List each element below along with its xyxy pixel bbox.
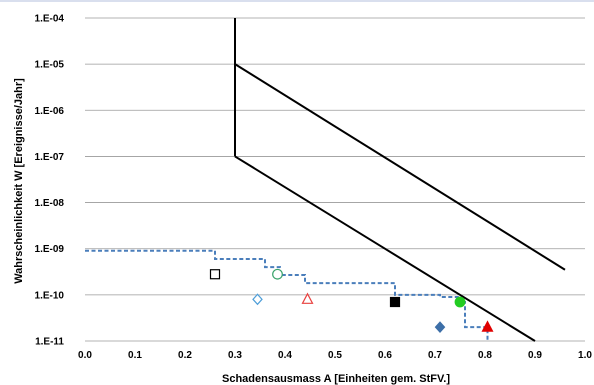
x-tick-label: 0.3 [228, 350, 242, 361]
point-square-open [209, 269, 221, 280]
x-axis-title: Schadensausmass A [Einheiten gem. StFV.] [222, 373, 450, 385]
y-tick-label: 1.E-10 [35, 290, 65, 301]
cumulative-curve [85, 249, 489, 341]
y-axis-title: Wahrscheinlichkeit W [Ereignisse/Jahr] [13, 78, 25, 284]
point-circle-filled [454, 296, 466, 308]
y-tick-label: 1.E-05 [35, 60, 65, 71]
x-tick-label: 0.2 [178, 350, 192, 361]
x-tick-label: 0.1 [128, 350, 142, 361]
y-tick-label: 1.E-09 [35, 244, 65, 255]
x-tick-labels: 0.0 0.1 0.2 0.3 0.4 0.5 0.6 0.7 0.8 0.9 1.0 [78, 350, 592, 361]
y-tick-label: 1.E-04 [35, 14, 65, 25]
x-tick-label: 0.0 [78, 350, 92, 361]
y-tick-label: 1.E-08 [35, 198, 65, 209]
criteria-lower-line [234, 155, 536, 342]
point-triangle-open [301, 292, 314, 304]
y-tick-label: 1.E-11 [35, 337, 64, 348]
criteria-upper-line [234, 63, 566, 271]
point-square-filled [389, 296, 401, 308]
point-diamond-filled [434, 321, 446, 334]
point-circle-open [272, 268, 283, 280]
y-tick-labels: 1.E-11 1.E-10 1.E-09 1.E-08 1.E-07 1.E-06 1.E-… [35, 14, 65, 348]
criteria-lines [234, 18, 566, 342]
point-triangle-filled [481, 320, 494, 332]
x-tick-label: 0.5 [328, 350, 342, 361]
y-tick-label: 1.E-06 [35, 106, 65, 117]
x-tick-label: 1.0 [578, 350, 592, 361]
x-tick-label: 0.6 [378, 350, 392, 361]
cumulative-curve-line [85, 249, 489, 341]
data-points [209, 268, 494, 334]
x-tick-label: 0.4 [278, 350, 292, 361]
x-tick-label: 0.8 [478, 350, 492, 361]
y-tick-label: 1.E-07 [35, 152, 65, 163]
x-tick-label: 0.7 [428, 350, 442, 361]
point-diamond-open [252, 293, 263, 306]
x-tick-label: 0.9 [528, 350, 542, 361]
gridlines [85, 17, 585, 342]
